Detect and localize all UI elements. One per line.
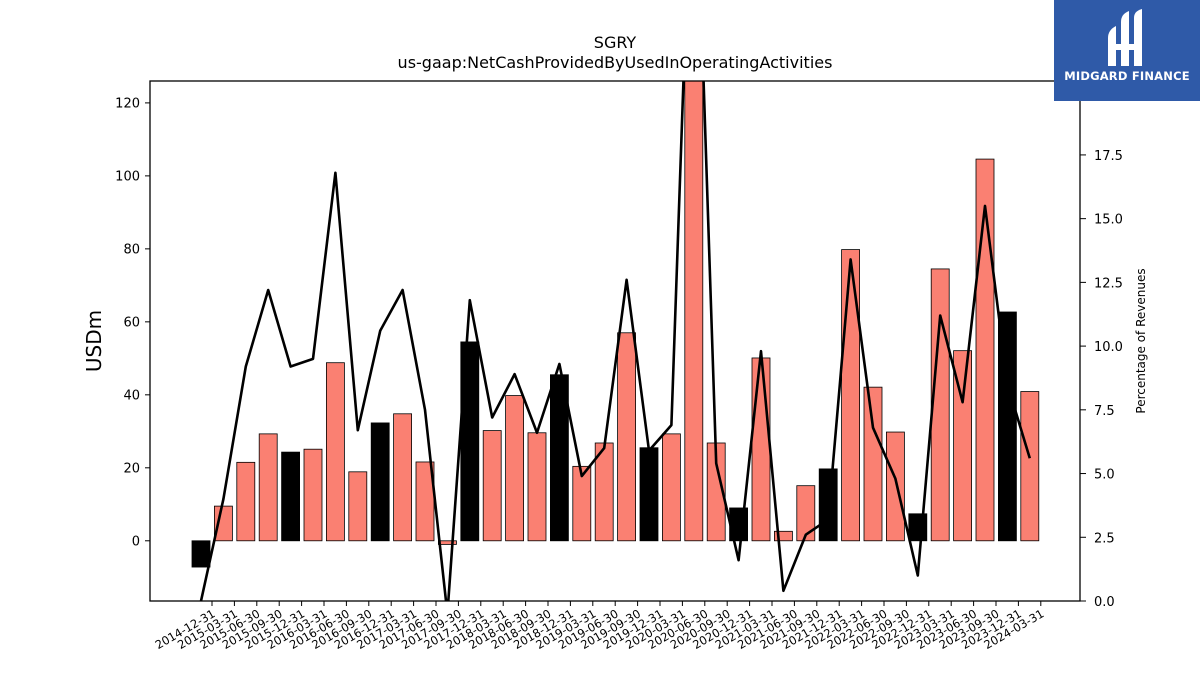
y-tick-label: 20	[123, 461, 140, 476]
logo-text: MIDGARD FINANCE	[1064, 69, 1190, 83]
y2-tick-label: 15.0	[1094, 213, 1123, 228]
bar-2019-09-30	[617, 332, 636, 542]
y2-axis-label: Percentage of Revenues	[1134, 268, 1148, 413]
bar-2016-06-30	[325, 362, 345, 542]
line-percentage-of-revenues	[199, 81, 1032, 601]
y-tick-label: 0	[132, 534, 140, 549]
bar-2016-09-30	[348, 471, 368, 542]
bar-2016-03-31	[303, 448, 323, 542]
bar-2018-06-30	[505, 395, 525, 542]
chart-subtitle: us-gaap:NetCashProvidedByUsedInOperating…	[398, 53, 833, 72]
y-tick-label: 100	[115, 169, 140, 184]
y-tick-label: 60	[123, 315, 140, 330]
y2-tick-label: 12.5	[1094, 276, 1123, 291]
bar-2022-06-30	[863, 386, 883, 542]
bar-2015-09-30	[258, 433, 278, 542]
bar-2017-03-31	[393, 413, 413, 542]
bar-2020-03-31	[662, 433, 681, 542]
y-axis-label: USDm	[82, 310, 106, 372]
bar-2020-06-30	[684, 81, 704, 542]
bar-2021-09-30	[796, 485, 816, 542]
bar-2015-06-30	[236, 461, 256, 542]
line-series	[199, 81, 1032, 601]
bar-2022-03-31	[841, 249, 860, 542]
y2-tick-label: 2.5	[1094, 531, 1115, 546]
bar-2018-12-31	[550, 374, 569, 542]
bar-2019-12-31	[639, 447, 659, 542]
bar-2014-12-31	[191, 540, 211, 568]
bar-2022-12-31	[908, 513, 928, 542]
bar-2023-06-30	[953, 350, 972, 542]
bar-2024-03-31	[1020, 391, 1040, 542]
bar-2019-03-31	[572, 465, 592, 542]
midgard-finance-logo: MIDGARD FINANCE	[1054, 0, 1200, 101]
y2-tick-label: 0.0	[1094, 595, 1115, 610]
bar-2015-12-31	[281, 451, 301, 542]
bar-2023-03-31	[930, 268, 950, 542]
y-tick-label: 40	[123, 388, 140, 403]
bar-2016-12-31	[370, 422, 390, 542]
y2-tick-label: 10.0	[1094, 340, 1123, 355]
bar-2022-09-30	[886, 431, 905, 542]
y-tick-label: 120	[115, 96, 140, 111]
y2-tick-label: 5.0	[1094, 468, 1115, 483]
y-tick-label: 80	[123, 242, 140, 257]
y2-tick-label: 7.5	[1094, 404, 1115, 419]
y2-tick-label: 17.5	[1094, 149, 1123, 164]
bar-2018-09-30	[527, 432, 547, 542]
midgard-logo-icon	[1108, 9, 1142, 66]
bar-series	[191, 81, 1040, 568]
bar-2023-12-31	[998, 311, 1017, 542]
bar-2018-03-31	[482, 430, 502, 542]
bar-2021-03-31	[751, 357, 771, 542]
bar-2021-06-30	[774, 530, 793, 542]
axes: 0 20 40 60 80 100 120 0.0 2.5 5.0 7.5 10.0 12.5 15.0 1…	[115, 80, 1123, 652]
chart-title: SGRY	[594, 33, 637, 52]
